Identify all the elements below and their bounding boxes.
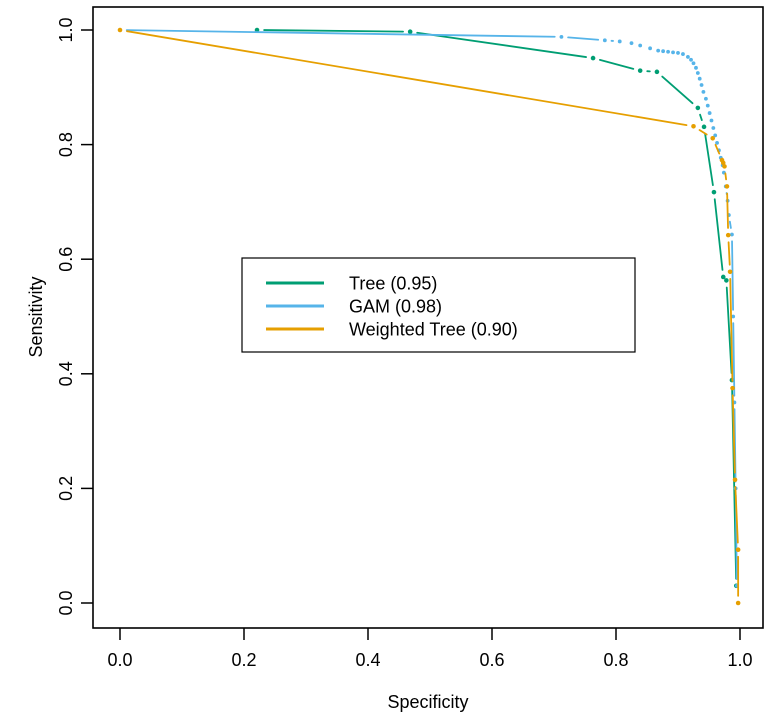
data-point-weighted-tree xyxy=(726,233,731,238)
data-point-gam xyxy=(676,51,680,55)
data-point-weighted-tree xyxy=(733,478,738,483)
data-point-gam xyxy=(656,49,660,53)
data-point-weighted-tree xyxy=(736,547,741,552)
data-point-gam xyxy=(648,46,652,50)
data-point-weighted-tree xyxy=(118,28,123,33)
x-axis-title: Specificity xyxy=(387,692,468,712)
data-point-gam xyxy=(711,126,715,130)
legend: Tree (0.95) GAM (0.98) Weighted Tree (0.90… xyxy=(242,258,635,352)
data-point-gam xyxy=(661,49,665,53)
data-point-tree xyxy=(721,275,726,280)
x-tick-label: 0.4 xyxy=(355,650,380,670)
y-tick-label: 1.0 xyxy=(56,17,76,42)
data-point-weighted-tree xyxy=(722,164,727,169)
x-tick-label: 0.0 xyxy=(107,650,132,670)
data-point-tree xyxy=(638,68,643,73)
curve-segment-weighted-tree xyxy=(725,173,726,179)
y-tick-label: 0.6 xyxy=(56,247,76,272)
data-point-gam xyxy=(698,77,702,81)
y-tick-label: 0.2 xyxy=(56,476,76,501)
data-point-gam xyxy=(689,58,693,62)
data-point-gam xyxy=(666,50,670,54)
data-point-gam xyxy=(710,119,714,123)
data-point-gam xyxy=(694,66,698,70)
curve-segment-gam xyxy=(732,241,733,310)
data-point-gam xyxy=(603,38,607,42)
data-point-gam xyxy=(700,83,704,87)
curve-segment-gam xyxy=(730,222,731,228)
data-point-gam xyxy=(671,50,675,54)
data-point-tree xyxy=(408,29,413,34)
data-point-gam xyxy=(730,233,734,237)
curve-segment-weighted-tree xyxy=(729,242,730,264)
data-point-gam xyxy=(560,35,564,39)
data-point-tree xyxy=(591,56,596,61)
data-point-weighted-tree xyxy=(730,386,735,391)
data-point-gam xyxy=(681,52,685,56)
curve-segment-gam xyxy=(733,323,734,396)
data-point-tree xyxy=(702,125,707,130)
legend-label-gam-0-98: GAM (0.98) xyxy=(349,297,442,317)
x-tick-label: 0.8 xyxy=(603,650,628,670)
data-point-tree xyxy=(724,278,729,283)
x-tick-label: 1.0 xyxy=(727,650,752,670)
legend-label-tree-0-95: Tree (0.95) xyxy=(349,274,437,294)
curve-segment-weighted-tree xyxy=(727,194,728,229)
x-tick-label: 0.2 xyxy=(231,650,256,670)
data-point-weighted-tree xyxy=(691,124,696,129)
y-tick-label: 0.0 xyxy=(56,590,76,615)
y-tick-label: 0.4 xyxy=(56,361,76,386)
x-tick-label: 0.6 xyxy=(479,650,504,670)
data-point-tree xyxy=(696,106,701,111)
data-point-gam xyxy=(686,55,690,59)
data-point-weighted-tree xyxy=(728,270,733,275)
data-point-gam xyxy=(702,90,706,94)
data-point-gam xyxy=(708,111,712,115)
data-point-gam xyxy=(618,40,622,44)
data-point-gam xyxy=(692,61,696,65)
y-tick-label: 0.8 xyxy=(56,132,76,157)
data-point-gam xyxy=(638,44,642,48)
data-point-tree xyxy=(655,70,660,75)
data-point-tree xyxy=(712,190,717,195)
data-point-gam xyxy=(704,97,708,101)
data-point-gam xyxy=(630,41,634,45)
y-axis-title: Sensitivity xyxy=(26,276,46,357)
data-point-gam xyxy=(696,71,700,75)
data-point-weighted-tree xyxy=(710,136,715,141)
legend-label-weighted-tree-0-90: Weighted Tree (0.90) xyxy=(349,320,518,340)
data-point-gam xyxy=(706,104,710,108)
data-point-weighted-tree xyxy=(736,601,741,606)
data-point-weighted-tree xyxy=(725,184,730,189)
